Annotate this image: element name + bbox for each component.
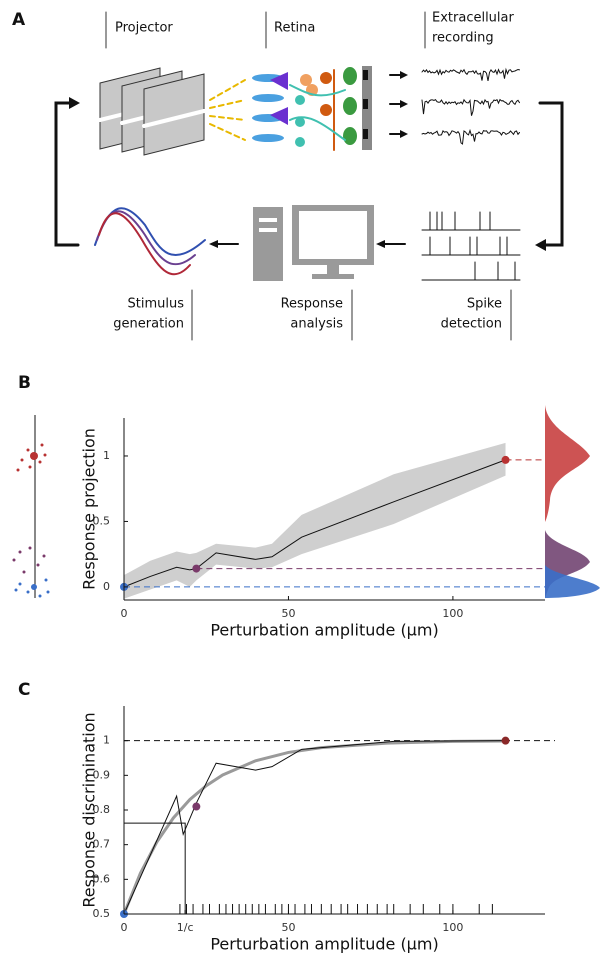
x-tick-label: 0 <box>121 921 128 934</box>
trace <box>421 67 520 81</box>
highlight-point <box>192 802 201 811</box>
y-tick-label: 0.7 <box>93 838 111 851</box>
computer <box>253 205 374 281</box>
y-tick-label: 0.5 <box>93 907 111 920</box>
projector <box>98 67 206 156</box>
spike-raster <box>421 211 521 281</box>
stage-label: Projector <box>115 21 173 36</box>
x-axis-title: Perturbation amplitude (µm) <box>210 935 438 954</box>
y-tick-label: 0.5 <box>93 514 111 527</box>
highlight-point <box>501 455 510 464</box>
stage-label: recording <box>432 31 494 46</box>
data-line <box>123 740 506 915</box>
stage-label: Retina <box>274 21 315 36</box>
data-line <box>123 459 506 588</box>
x-tick-label: 100 <box>442 607 463 620</box>
confidence-band <box>124 442 506 599</box>
panel-b-decor <box>12 405 600 598</box>
stage-label: analysis <box>290 317 343 332</box>
x-tick-label: 1/c <box>177 921 194 934</box>
retina <box>252 66 372 151</box>
x-tick-label: 0 <box>121 607 128 620</box>
x-axis-title: Perturbation amplitude (µm) <box>210 621 438 640</box>
stage-label: detection <box>441 317 502 332</box>
y-axis-title: Response projection <box>80 428 99 590</box>
y-tick-label: 1 <box>103 449 110 462</box>
arrows <box>54 71 564 251</box>
stage-label: Spike <box>467 297 502 312</box>
y-axis-title: Response discrimination <box>80 712 99 907</box>
stage-label: Stimulus <box>128 297 185 312</box>
trace <box>421 98 520 116</box>
stage-label: Response <box>281 297 343 312</box>
stage-label: generation <box>113 317 184 332</box>
panel-label: C <box>18 680 30 700</box>
fit-curve <box>122 739 506 915</box>
panel-label: B <box>18 373 31 393</box>
trace <box>421 128 520 145</box>
y-tick-label: 1 <box>103 734 110 747</box>
y-tick-label: 0 <box>103 580 110 593</box>
stimulus-waves <box>94 207 206 276</box>
light-rays <box>209 79 246 141</box>
recording-traces <box>421 67 520 145</box>
highlight-point <box>501 736 510 745</box>
panel-label: A <box>12 10 26 30</box>
highlight-point <box>192 564 201 573</box>
stage-label: Extracellular <box>432 11 515 26</box>
y-tick-label: 0.9 <box>93 768 111 781</box>
x-tick-label: 50 <box>281 921 295 934</box>
y-tick-label: 0.8 <box>93 803 111 816</box>
y-tick-label: 0.6 <box>93 872 111 885</box>
panel-a-graphics <box>54 11 564 341</box>
x-tick-label: 50 <box>281 607 295 620</box>
x-tick-label: 100 <box>442 921 463 934</box>
threshold-line <box>124 822 186 914</box>
